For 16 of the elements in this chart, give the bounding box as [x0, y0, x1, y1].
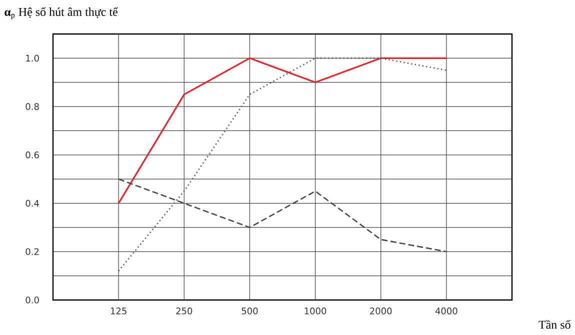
y-tick-label: 0.4: [26, 200, 39, 207]
y-tick-label: 0.8: [26, 103, 39, 110]
y-tick-label: 0.2: [26, 248, 39, 256]
y-tick-label: 0.0: [26, 296, 39, 304]
x-tick-label: 4000: [435, 308, 458, 314]
chart-title: α$_{p}$ Hệ số hút âm thực tế: [4, 7, 118, 20]
x-tick-label: 2000: [370, 308, 392, 314]
x-tick-label: 1000: [304, 308, 326, 314]
y-tick-label: 0.6: [26, 152, 39, 158]
y-tick-label: 1.0: [26, 54, 39, 62]
x-tick-label: 500: [242, 308, 258, 314]
x-axis-title: Tần số: [538, 320, 571, 329]
x-tick-label: 125: [110, 308, 126, 314]
line-series: [118, 57, 448, 204]
line-series: [118, 58, 448, 272]
x-tick-label: 250: [176, 308, 192, 314]
